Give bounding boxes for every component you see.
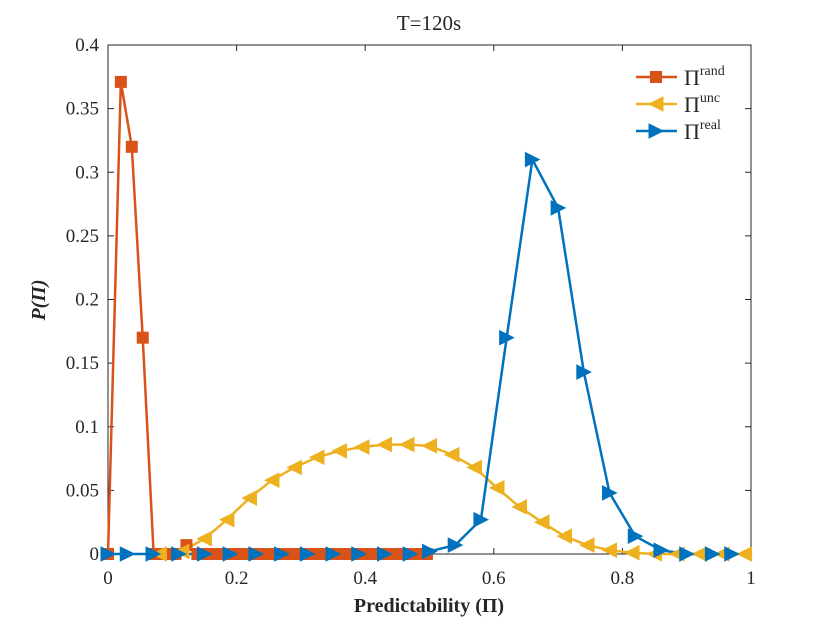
data-point-real (222, 546, 239, 562)
data-point-unc (601, 542, 618, 558)
legend-label-unc: Πunc (684, 91, 720, 117)
data-point-real (325, 546, 342, 562)
data-point-real (196, 546, 213, 562)
data-point-rand (136, 331, 149, 344)
data-point-real (299, 546, 316, 562)
data-point-real (119, 546, 136, 562)
y-tick-label: 0 (90, 544, 100, 565)
data-point-rand (125, 140, 138, 153)
data-point-real (627, 528, 644, 544)
data-point-real (679, 546, 695, 562)
x-tick-label: 0.8 (611, 568, 635, 589)
data-point-unc (308, 449, 325, 466)
data-point-real (171, 546, 187, 562)
data-point-rand (289, 548, 302, 560)
legend-label-rand: Πrand (684, 64, 725, 90)
series-markers (100, 75, 753, 562)
data-point-real (724, 546, 740, 562)
y-tick-label: 0.05 (66, 480, 99, 501)
x-axis-title: Predictability (Π) (354, 595, 504, 617)
data-point-real (351, 546, 367, 562)
data-point-unc (218, 511, 235, 528)
data-point-real (704, 546, 721, 562)
y-tick-label: 0.35 (66, 99, 99, 120)
legend-marker-unc (647, 96, 664, 112)
data-point-real (602, 485, 618, 501)
data-point-unc (443, 446, 460, 463)
data-point-unc (196, 530, 212, 547)
legend-superscript: real (700, 118, 721, 133)
data-point-unc (398, 436, 415, 453)
data-point-real (248, 546, 265, 562)
data-point-real (422, 543, 438, 560)
legend-superscript: unc (700, 91, 720, 106)
data-point-unc (556, 528, 573, 544)
data-point-real (376, 546, 393, 562)
data-point-real (473, 511, 490, 528)
data-point-real (524, 151, 541, 168)
data-point-real (653, 542, 670, 558)
data-point-unc (353, 439, 370, 455)
data-point-real (100, 546, 117, 562)
legend-symbol: Π (684, 65, 700, 90)
legend-superscript: rand (700, 64, 725, 79)
data-point-real (576, 364, 592, 380)
y-tick-label: 0.1 (75, 417, 99, 438)
data-point-real (145, 546, 162, 562)
y-axis: 0 0.05 0.1 0.15 0.2 0.25 0.3 0.35 0.4 (66, 35, 751, 565)
data-point-real (499, 329, 515, 346)
data-point-unc (533, 514, 550, 530)
data-point-unc (376, 436, 392, 453)
data-point-real (402, 546, 419, 562)
legend-symbol: Π (684, 92, 700, 117)
x-tick-label: 1 (746, 568, 756, 589)
data-point-unc (623, 544, 640, 561)
legend-marker-rand (650, 71, 662, 83)
x-tick-label: 0.4 (353, 568, 377, 589)
data-point-real (274, 546, 290, 562)
data-point-unc (578, 537, 595, 553)
legend-marker-real (648, 123, 665, 139)
data-point-unc (241, 490, 257, 506)
y-tick-label: 0.2 (75, 290, 99, 311)
data-point-rand (366, 548, 379, 560)
data-point-unc (511, 499, 528, 515)
legend-symbol: Π (684, 119, 700, 144)
data-point-real (447, 537, 464, 553)
y-tick-label: 0.25 (66, 226, 99, 247)
data-point-unc (736, 546, 753, 562)
y-tick-label: 0.3 (75, 162, 99, 183)
x-tick-label: 0.6 (482, 568, 506, 589)
chart-title: T=120s (397, 11, 461, 35)
data-point-unc (466, 459, 483, 476)
legend-label-real: Πreal (684, 118, 721, 144)
data-point-unc (488, 480, 505, 496)
data-point-unc (286, 459, 302, 476)
y-axis-title: P(Π) (28, 279, 50, 321)
x-tick-label: 0 (103, 568, 113, 589)
y-tick-label: 0.15 (66, 353, 99, 374)
data-point-unc (263, 472, 280, 489)
data-point-rand (114, 75, 127, 88)
data-point-unc (331, 443, 347, 459)
x-axis: 0 0.2 0.4 0.6 0.8 1 (103, 45, 756, 589)
data-point-real (550, 200, 567, 216)
x-tick-label: 0.2 (225, 568, 249, 589)
y-tick-label: 0.4 (75, 35, 99, 56)
data-point-unc (421, 438, 437, 454)
